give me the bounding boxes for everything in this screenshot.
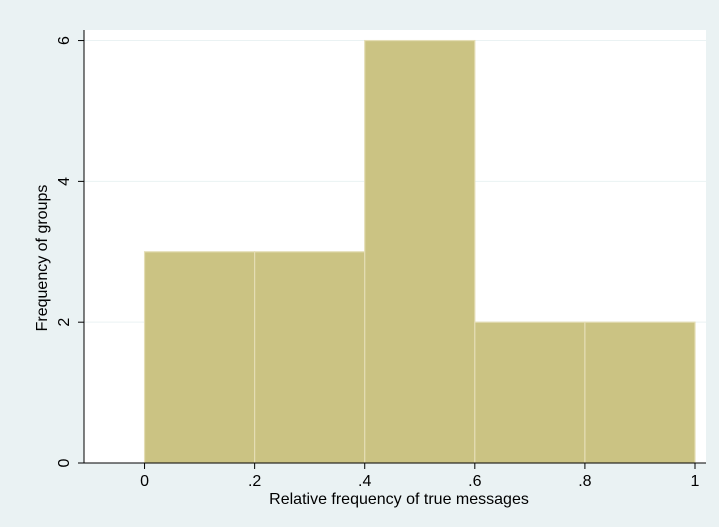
y-tick-label-2: 4: [56, 177, 73, 186]
histogram-bar-1: [254, 251, 366, 464]
y-tick-label-1: 2: [56, 318, 73, 327]
x-axis-label: Relative frequency of true messages: [269, 491, 529, 508]
y-tick-label-0: 0: [56, 458, 73, 467]
x-tick-label-4: .8: [578, 473, 591, 490]
y-axis-label: Frequency of groups: [34, 185, 51, 332]
bars: [143, 39, 696, 464]
x-tick-label-2: .4: [358, 473, 371, 490]
axes: 0 .2 .4 .6 .8 1 0 2 4 6: [56, 30, 706, 490]
x-tick-label-0: 0: [140, 473, 149, 490]
histogram-bar-0: [143, 251, 256, 464]
histogram-bar-2: [364, 39, 476, 464]
y-tick-label-3: 6: [56, 36, 73, 45]
x-tick-label-1: .2: [248, 473, 261, 490]
histogram-bar-4: [584, 321, 696, 464]
histogram-bar-3: [474, 321, 586, 464]
x-tick-label-5: 1: [691, 473, 700, 490]
x-tick-label-3: .6: [468, 473, 481, 490]
